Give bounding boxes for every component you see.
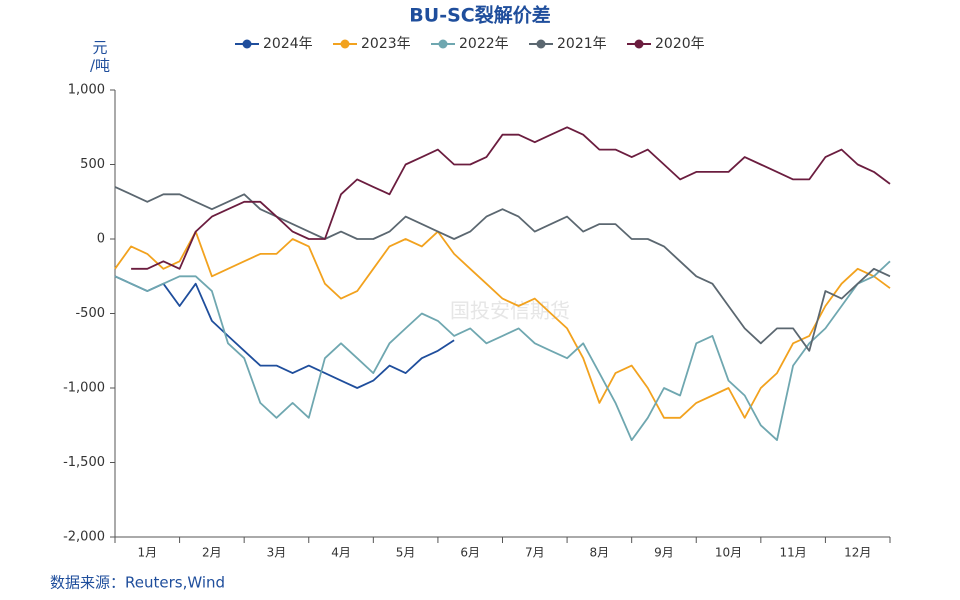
chart-title: BU-SC裂解价差 [409, 4, 550, 27]
x-tick-label: 12月 [844, 546, 871, 560]
x-tick-label: 9月 [654, 546, 674, 560]
legend-marker [438, 39, 448, 49]
series-line [114, 230, 891, 419]
legend-label: 2022年 [459, 36, 509, 52]
x-tick-label: 6月 [460, 546, 480, 560]
legend-label: 2024年 [263, 36, 313, 52]
x-tick-label: 7月 [525, 546, 545, 560]
y-tick-label: -1,000 [63, 381, 105, 396]
series-line [114, 275, 455, 389]
x-tick-label: 2月 [202, 546, 222, 560]
legend-marker [242, 39, 252, 49]
series-line [114, 260, 891, 441]
y-axis-label: /吨 [90, 57, 110, 75]
y-tick-label: 1,000 [68, 83, 105, 98]
legend-marker [634, 39, 644, 49]
legend-marker [340, 39, 350, 49]
legend-marker [536, 39, 546, 49]
source-note: 数据来源：Reuters,Wind [50, 574, 225, 592]
y-tick-label: -500 [75, 306, 105, 321]
y-tick-label: 0 [97, 232, 105, 247]
legend-label: 2020年 [655, 36, 705, 52]
x-tick-label: 11月 [779, 546, 806, 560]
legend-label: 2023年 [361, 36, 411, 52]
y-tick-label: -2,000 [63, 530, 105, 545]
legend-label: 2021年 [557, 36, 607, 52]
y-tick-label: 500 [80, 157, 105, 172]
x-tick-label: 1月 [137, 546, 157, 560]
x-tick-label: 4月 [331, 546, 351, 560]
x-tick-label: 5月 [396, 546, 416, 560]
series-line [114, 186, 891, 352]
y-axis-label: 元 [92, 39, 107, 57]
x-tick-label: 3月 [267, 546, 287, 560]
x-tick-label: 10月 [715, 546, 742, 560]
x-tick-label: 8月 [590, 546, 610, 560]
y-tick-label: -1,500 [63, 455, 105, 470]
series-line [131, 126, 891, 270]
